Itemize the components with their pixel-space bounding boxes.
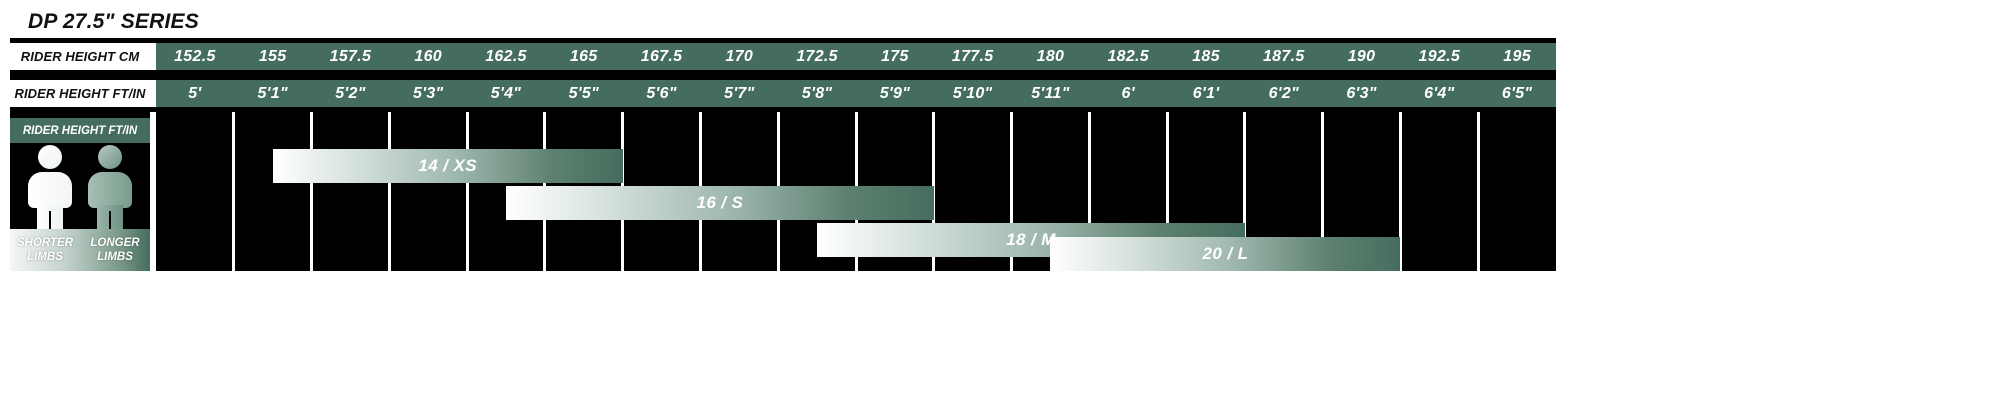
- plot-canvas: 14 / XS 16 / S 18 / M 20 / L: [156, 112, 1556, 271]
- row-rider-height-cm: RIDER HEIGHT CM 152.5 155 157.5 160 162.5 165…: [10, 43, 1556, 70]
- cm-scale-strip: 152.5 155 157.5 160 162.5 165 167.5 170 172.5 175…: [156, 43, 1556, 70]
- axis-tick-label: 170: [725, 47, 754, 65]
- gridline: [1243, 112, 1247, 271]
- size-range-bar-label: 16 / S: [696, 193, 744, 212]
- gridline: [932, 112, 936, 271]
- axis-tick-label: 182.5: [1107, 47, 1149, 65]
- row-divider-label-1: [10, 70, 150, 80]
- gridline: [232, 112, 236, 271]
- axis-tick-label: 152.5: [174, 47, 216, 65]
- axis-tick-label: 185: [1192, 47, 1220, 65]
- plot-area: 14 / XS 16 / S 18 / M 20 / L: [10, 112, 1556, 271]
- rider-figure-panel: RIDER HEIGHT FT/IN SHORTER LIMBS: [10, 112, 150, 271]
- axis-tick-label: 6'5": [1501, 84, 1533, 102]
- axis-tick-label: 190: [1347, 47, 1376, 65]
- axis-tick-label: 5'7": [724, 84, 755, 102]
- axis-tick-label: 5'9": [879, 84, 911, 102]
- axis-tick-label: 172.5: [796, 47, 838, 65]
- size-range-bar[interactable]: 20 / L: [1050, 237, 1401, 271]
- figure-panel-header: RIDER HEIGHT FT/IN: [10, 118, 150, 143]
- axis-tick-label: 192.5: [1418, 47, 1461, 65]
- figure-icons: [10, 143, 150, 239]
- person-body-icon: [88, 172, 132, 208]
- gridline: [1165, 112, 1169, 271]
- axis-tick-label: 180: [1036, 47, 1065, 65]
- ftin-scale-strip: 5' 5'1" 5'2" 5'3" 5'4" 5'5" 5'6" 5'7" 5'8" 5'9" 5'…: [156, 80, 1556, 107]
- person-body-icon: [28, 172, 72, 208]
- axis-tick-label: 5'11": [1031, 84, 1070, 102]
- axis-tick-label: 162.5: [485, 47, 527, 65]
- row-divider-strip-1: [156, 70, 1556, 80]
- axis-tick-label: 165: [569, 47, 598, 65]
- row-divider-2: [10, 107, 1556, 112]
- gridline: [1321, 112, 1325, 271]
- row-divider-1: [10, 70, 1556, 80]
- axis-tick-label: 175: [881, 47, 909, 65]
- axis-tick-label: 5'10": [952, 84, 993, 102]
- axis-tick-label: 6'1': [1192, 84, 1220, 102]
- gridline: [465, 112, 469, 271]
- axis-tick-label: 6'3": [1346, 84, 1377, 102]
- axis-tick-label: 5'4": [490, 84, 522, 102]
- axis-tick-label: 6': [1121, 84, 1135, 102]
- size-range-bar-label: 18 / M: [1006, 230, 1056, 249]
- axis-tick-label: 5'2": [335, 84, 366, 102]
- row-rider-height-ftin: RIDER HEIGHT FT/IN 5' 5'1" 5'2" 5'3" 5'4" 5'5…: [10, 80, 1556, 107]
- size-range-bar-label: 20 / L: [1202, 244, 1249, 263]
- limbs-gradient-legend: SHORTER LIMBS LONGER LIMBS: [10, 229, 150, 271]
- row-label-cm: RIDER HEIGHT CM: [10, 43, 150, 70]
- longer-limbs-line1: LONGER: [90, 237, 140, 249]
- axis-tick-label: 177.5: [951, 47, 994, 65]
- gridline: [1476, 112, 1480, 271]
- gridline: [387, 112, 391, 271]
- longer-limbs-line2: LIMBS: [97, 251, 133, 263]
- axis-tick-label: 5'8": [801, 84, 833, 102]
- axis-tick-label: 5'1": [257, 84, 288, 102]
- gridline: [310, 112, 314, 271]
- shorter-limbs-label: SHORTER LIMBS: [10, 236, 80, 264]
- row-label-ftin: RIDER HEIGHT FT/IN: [10, 80, 150, 107]
- axis-tick-label: 5'5": [568, 84, 599, 102]
- person-head-icon: [38, 145, 62, 169]
- axis-tick-label: 167.5: [640, 47, 683, 65]
- axis-tick-label: 157.5: [329, 47, 372, 65]
- gridline: [1398, 112, 1402, 271]
- shorter-limbs-line2: LIMBS: [27, 251, 63, 263]
- person-leg-split: [49, 211, 51, 239]
- axis-tick-label: 6'4": [1424, 84, 1455, 102]
- size-range-bar[interactable]: 14 / XS: [272, 149, 623, 183]
- longer-limbs-label: LONGER LIMBS: [80, 236, 150, 264]
- axis-tick-label: 187.5: [1262, 47, 1305, 65]
- table-top-rule: [10, 38, 1556, 43]
- person-head-icon: [98, 145, 122, 169]
- axis-tick-label: 6'2": [1268, 84, 1299, 102]
- longer-limbs-person-icon: [84, 143, 136, 239]
- axis-tick-label: 155: [258, 47, 287, 65]
- size-table: RIDER HEIGHT CM 152.5 155 157.5 160 162.5 165…: [10, 38, 1556, 271]
- size-range-bar-label: 14 / XS: [418, 156, 477, 175]
- gridline: [1010, 112, 1014, 271]
- gridline: [1087, 112, 1091, 271]
- page-title: DP 27.5" SERIES: [28, 10, 199, 33]
- size-range-bar[interactable]: 16 / S: [506, 186, 934, 220]
- shorter-limbs-person-icon: [24, 143, 76, 239]
- axis-tick-label: 195: [1503, 47, 1531, 65]
- axis-tick-label: 160: [414, 47, 443, 65]
- axis-tick-label: 5'3": [413, 84, 444, 102]
- axis-tick-label: 5'6": [646, 84, 677, 102]
- shorter-limbs-line1: SHORTER: [16, 237, 74, 249]
- person-leg-split: [109, 211, 111, 239]
- axis-tick-label: 5': [188, 84, 202, 102]
